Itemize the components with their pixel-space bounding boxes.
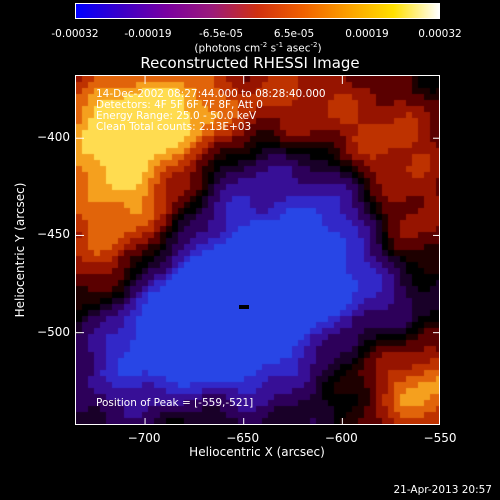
colorbar-unit-label: (photons cm-2 s-1 asec-2) xyxy=(194,41,322,55)
colorbar xyxy=(75,3,440,19)
x-tick-label: −650 xyxy=(226,431,260,445)
x-axis-label: Heliocentric X (arcsec) xyxy=(189,445,325,459)
peak-marker xyxy=(238,305,249,310)
annotation-clean-counts: Clean Total counts: 2.13E+03 xyxy=(96,121,252,133)
colorbar-tick-label: 0.00019 xyxy=(345,28,389,40)
image-plot-area: 14-Dec-2002 08:27:44.000 to 08:28:40.000… xyxy=(75,75,440,425)
colorbar-tick-label: -6.5e-05 xyxy=(198,28,244,40)
colorbar-tick-label: 6.5e-05 xyxy=(273,28,315,40)
x-tick-label: −550 xyxy=(423,431,457,445)
footer-timestamp: 21-Apr-2013 20:57 xyxy=(393,484,492,496)
y-tick-label: −450 xyxy=(37,227,70,242)
chart-title: Reconstructed RHESSI Image xyxy=(140,54,360,72)
colorbar-tick-label: -0.00032 xyxy=(51,28,99,40)
heatmap-image xyxy=(76,76,439,424)
axis-ticks xyxy=(76,76,439,424)
y-tick-label: −400 xyxy=(37,130,70,145)
annotation-detectors: Detectors: 4F 5F 6F 7F 8F, Att 0 xyxy=(96,99,263,111)
y-tick-label: −500 xyxy=(37,324,70,339)
annotation-energy-range: Energy Range: 25.0 - 50.0 keV xyxy=(96,110,257,122)
annotation-time-range: 14-Dec-2002 08:27:44.000 to 08:28:40.000 xyxy=(96,88,326,100)
x-tick-label: −600 xyxy=(324,431,358,445)
annotation-peak-position: Position of Peak = [-559,-521] xyxy=(96,397,254,409)
y-axis-label: Heliocentric Y (arcsec) xyxy=(13,182,27,318)
x-tick-label: −700 xyxy=(127,431,161,445)
colorbar-tick-label: -0.00019 xyxy=(124,28,172,40)
colorbar-tick-label: 0.00032 xyxy=(418,28,462,40)
